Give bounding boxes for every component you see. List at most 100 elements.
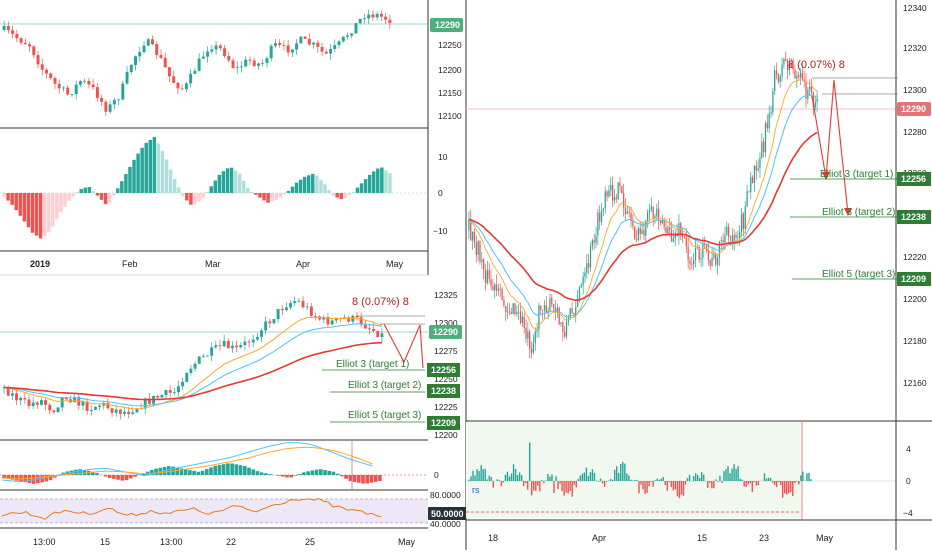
candle-body xyxy=(138,52,141,56)
osc-bar xyxy=(675,481,676,489)
candle-body xyxy=(629,212,630,213)
candle-body xyxy=(123,412,126,414)
histogram-bar xyxy=(153,137,156,193)
histogram-bar xyxy=(39,193,42,238)
candle-body xyxy=(728,227,729,237)
histogram-bar xyxy=(384,170,387,193)
candle-body xyxy=(525,328,526,339)
ema-blue-line xyxy=(4,324,382,406)
candle-body xyxy=(643,230,644,236)
osc-bar xyxy=(754,481,755,482)
macd-bar xyxy=(108,475,112,478)
histogram-bar xyxy=(79,189,82,193)
candle-body xyxy=(113,100,116,104)
candle-body xyxy=(474,232,475,243)
histogram-bar xyxy=(2,193,5,196)
candle-body xyxy=(754,166,755,183)
candle-body xyxy=(741,214,742,232)
macd-bar xyxy=(315,470,319,475)
macd-bar xyxy=(353,475,357,482)
right-panel[interactable]: 8 (0.07%) 8 Elliot 3 (target 1) Elliot 3… xyxy=(466,0,932,550)
histogram-bar xyxy=(35,193,38,236)
candle-body xyxy=(640,228,641,234)
candle-body xyxy=(265,58,268,63)
osc-bar xyxy=(632,480,633,481)
histogram-bar xyxy=(205,192,208,193)
candle-body xyxy=(70,94,73,95)
histogram-bar xyxy=(335,193,338,198)
osc-bar xyxy=(626,473,627,481)
candle-body xyxy=(748,192,749,193)
osc-bar xyxy=(737,466,738,481)
candle-body xyxy=(329,49,332,54)
histogram-bar xyxy=(104,193,107,204)
candle-body xyxy=(634,226,635,239)
target-label-1: Elliot 3 (target 1) xyxy=(336,359,409,370)
histogram-bar xyxy=(92,191,95,193)
bottom-left-panel[interactable]: 8 (0.07%) 8 Elliot 3 (target 1) Elliot 3… xyxy=(0,275,466,547)
y-tick: 12275 xyxy=(434,346,458,356)
candle-body xyxy=(783,59,784,65)
candle-body xyxy=(268,321,271,323)
osc-bar xyxy=(723,471,724,481)
candle-body xyxy=(106,403,109,408)
candle-body xyxy=(673,239,674,242)
histogram-bar xyxy=(144,143,147,193)
osc-bar xyxy=(610,479,611,481)
histogram-bar xyxy=(173,179,176,193)
candle-body xyxy=(509,312,510,313)
osc-bar xyxy=(681,481,682,495)
osc-bar xyxy=(784,481,785,493)
histogram-bar xyxy=(327,190,330,193)
candle-body xyxy=(223,341,226,346)
candle-body xyxy=(652,207,653,218)
candle-body xyxy=(256,337,259,340)
candle-body xyxy=(750,177,751,192)
candle-body xyxy=(608,190,609,196)
candle-body xyxy=(711,257,712,265)
osc-bar xyxy=(715,479,716,481)
histogram-bar xyxy=(230,168,233,193)
histogram-bar xyxy=(319,180,322,193)
top-left-panel[interactable]: 12250 12200 12150 12100 12290 10 0 −10 2… xyxy=(0,0,463,275)
macd-bar xyxy=(268,474,272,475)
histogram-bar xyxy=(75,192,78,193)
candle-body xyxy=(505,306,506,312)
time-label: 15 xyxy=(100,537,110,547)
histogram-bar xyxy=(43,193,46,236)
y-tick: 12220 xyxy=(903,252,927,262)
candle-body xyxy=(304,37,307,39)
histogram-bar xyxy=(364,179,367,193)
candle-body xyxy=(759,158,760,169)
osc-bar xyxy=(800,475,801,481)
osc-bar xyxy=(733,464,734,481)
candle-body xyxy=(293,301,296,303)
candle-body xyxy=(501,289,502,300)
candle-body xyxy=(210,347,213,355)
osc-bar xyxy=(572,481,573,497)
candle-body xyxy=(802,73,803,80)
osc-bar xyxy=(511,474,512,481)
top-left-candles xyxy=(3,9,392,116)
candle-body xyxy=(551,298,552,304)
osc-bar xyxy=(709,481,710,483)
histogram-bar xyxy=(112,193,115,195)
candle-body xyxy=(32,403,35,406)
histogram-bar xyxy=(189,193,192,205)
histogram-bar xyxy=(307,175,310,193)
osc-bar xyxy=(559,481,560,484)
candle-body xyxy=(308,39,311,45)
candle-body xyxy=(601,211,602,222)
histogram-bar xyxy=(185,193,188,200)
candle-body xyxy=(19,398,22,400)
candle-body xyxy=(66,88,69,95)
candle-body xyxy=(156,396,159,398)
histogram-bar xyxy=(291,187,294,193)
candle-body xyxy=(702,244,703,258)
osc-bar xyxy=(602,481,603,483)
osc-background xyxy=(466,422,802,518)
histogram-bar xyxy=(6,193,9,201)
candle-body xyxy=(562,322,563,331)
histogram-bar xyxy=(124,174,127,193)
